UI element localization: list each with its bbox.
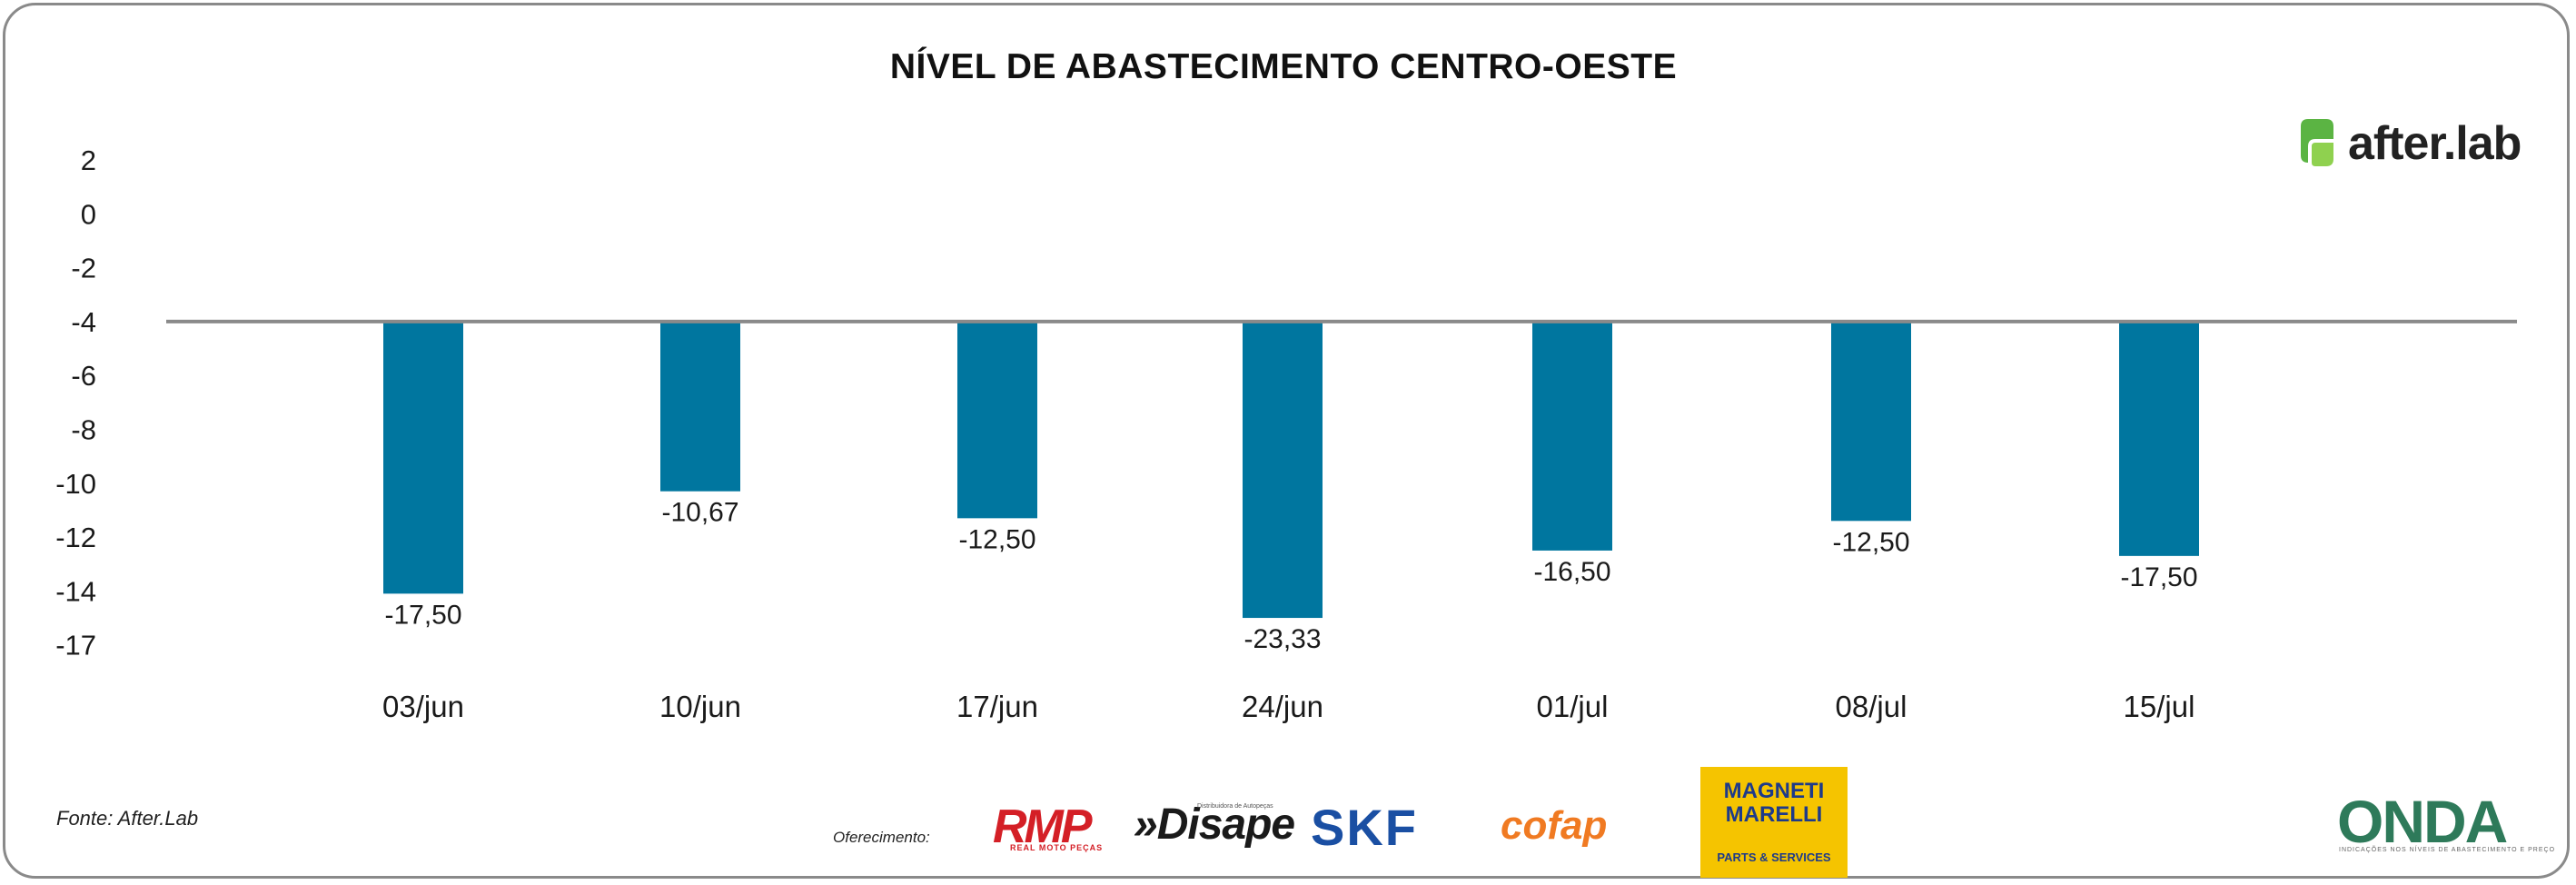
y-tick-label: -10 xyxy=(55,468,96,500)
disape-logo: »Disape xyxy=(1134,800,1295,849)
x-tick-label: 10/jun xyxy=(659,690,741,723)
afterlab-logo-icon xyxy=(2301,119,2333,166)
value-label: -12,50 xyxy=(958,524,1035,554)
y-tick-label: -17 xyxy=(55,630,96,661)
y-tick-label: -2 xyxy=(71,253,96,284)
bar xyxy=(1243,321,1323,619)
magneti-marelli-logo: MAGNETI MARELLI PARTS & SERVICES xyxy=(1700,767,1848,878)
cofap-logo: cofap xyxy=(1501,803,1608,848)
x-tick-label: 08/jul xyxy=(1836,690,1907,723)
y-tick-label: -14 xyxy=(55,575,96,607)
bars xyxy=(383,321,2199,619)
value-labels: -17,50 -10,67 -12,50 -23,33 -16,50 -12,50 -17,… xyxy=(384,498,2197,654)
bar xyxy=(957,321,1037,519)
disape-subtitle: Distribuidora de Autopeças xyxy=(1197,803,1273,810)
y-tick-label: -12 xyxy=(55,522,96,553)
magneti-marelli-subtitle: PARTS & SERVICES xyxy=(1717,850,1831,864)
afterlab-logo: after.lab xyxy=(2295,116,2522,171)
x-tick-label: 17/jun xyxy=(956,690,1038,723)
rmp-subtitle: REAL MOTO PEÇAS xyxy=(1010,843,1104,852)
onda-logo: ONDA xyxy=(2337,788,2508,855)
chart-title: NÍVEL DE ABASTECIMENTO CENTRO-OESTE xyxy=(889,47,1678,86)
y-tick-label: 0 xyxy=(81,198,96,230)
x-tick-label: 24/jun xyxy=(1242,690,1323,723)
x-tick-label: 15/jul xyxy=(2124,690,2195,723)
x-axis: 03/jun 10/jun 17/jun 24/jun 01/jul 08/jul 15/j… xyxy=(382,690,2195,723)
source-note: Fonte: After.Lab xyxy=(56,807,199,830)
skf-logo: SKF xyxy=(1311,799,1418,856)
value-label: -10,67 xyxy=(661,498,738,528)
bar xyxy=(2119,321,2199,556)
sponsor-label: Oferecimento: xyxy=(833,829,930,846)
bar xyxy=(1831,321,1911,522)
bar xyxy=(383,321,463,594)
y-tick-label: -4 xyxy=(71,306,96,338)
y-tick-label: 2 xyxy=(81,144,96,176)
rmp-logo: RMP xyxy=(993,800,1093,853)
value-label: -16,50 xyxy=(1533,557,1610,587)
value-label: -17,50 xyxy=(2120,562,2197,592)
bar-chart: 2 0 -2 -4 -6 -8 -10 -12 -14 -17 -17,50 -10,67 -12,5… xyxy=(55,144,2517,723)
value-label: -17,50 xyxy=(384,600,461,630)
bar xyxy=(1532,321,1612,551)
bar xyxy=(660,321,740,492)
y-tick-label: -6 xyxy=(71,360,96,392)
value-label: -23,33 xyxy=(1243,624,1321,654)
y-axis: 2 0 -2 -4 -6 -8 -10 -12 -14 -17 xyxy=(55,144,96,661)
magneti-marelli-name: MAGNETI MARELLI xyxy=(1723,779,1825,827)
y-tick-label: -8 xyxy=(71,414,96,446)
onda-subtitle: INDICAÇÕES NOS NÍVEIS DE ABASTECIMENTO E… xyxy=(2339,847,2556,853)
x-tick-label: 03/jun xyxy=(382,690,464,723)
value-label: -12,50 xyxy=(1832,527,1909,557)
afterlab-wordmark: after.lab xyxy=(2348,117,2522,170)
x-tick-label: 01/jul xyxy=(1537,690,1609,723)
